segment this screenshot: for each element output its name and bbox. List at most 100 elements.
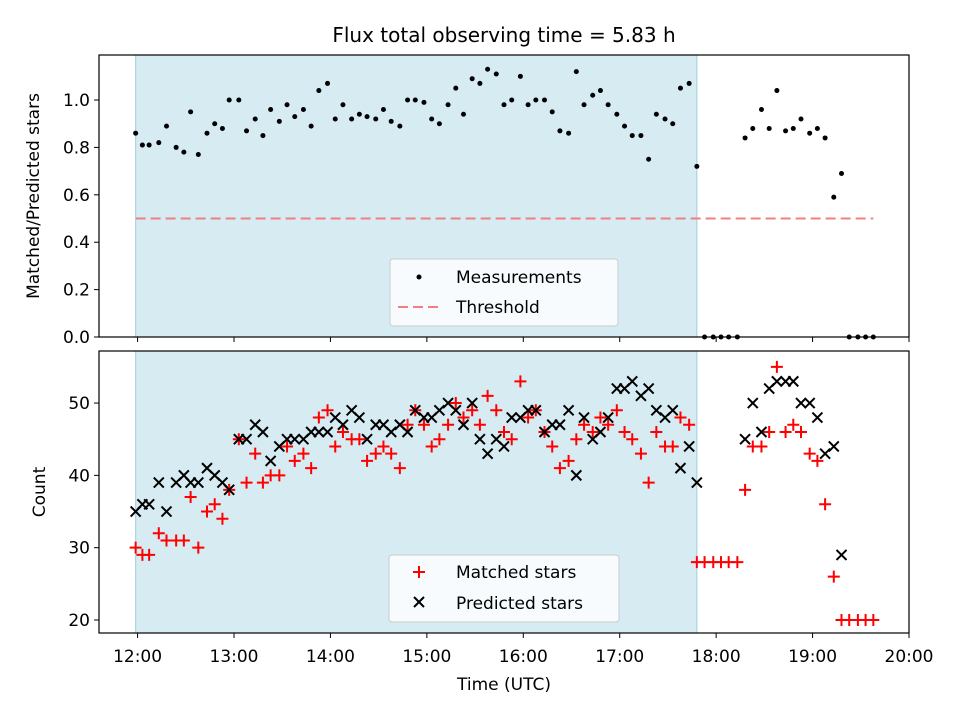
matched-star-point xyxy=(731,556,744,569)
measurement-point xyxy=(308,123,314,129)
matched-star-point xyxy=(763,425,776,438)
measurement-point xyxy=(638,133,644,139)
predicted-star-point xyxy=(481,447,494,460)
predicted-star-point xyxy=(683,440,695,453)
matched-star-point xyxy=(819,498,832,511)
measurement-point xyxy=(380,107,386,113)
predicted-star-point xyxy=(570,469,583,482)
matched-star-point xyxy=(442,418,455,431)
measurement-point xyxy=(133,130,139,136)
predicted-star-point xyxy=(192,476,205,489)
measurement-point xyxy=(332,116,338,122)
x-tick-label: 16:00 xyxy=(499,647,548,667)
matched-star-point xyxy=(546,440,559,453)
predicted-star-point xyxy=(143,498,155,510)
bottom-y-ticks: 20 30 40 50 xyxy=(68,394,99,631)
matched-star-point xyxy=(184,491,197,504)
predicted-star-point xyxy=(747,397,759,409)
measurement-point xyxy=(485,66,491,72)
predicted-star-point xyxy=(433,404,446,416)
matched-star-point xyxy=(505,433,518,446)
measurement-point xyxy=(244,128,250,134)
predicted-star-point xyxy=(313,426,325,438)
y-tick-label: 1.0 xyxy=(63,91,90,111)
measurement-point xyxy=(316,88,322,94)
measurement-point xyxy=(373,116,379,122)
top-y-ticks: 0.0 0.2 0.4 0.6 0.8 1.0 xyxy=(63,91,99,348)
measurement-point xyxy=(268,107,274,113)
matched-star-point xyxy=(329,440,342,453)
matched-star-point xyxy=(553,462,566,475)
top-legend: Measurements Threshold xyxy=(389,258,619,327)
measurement-point xyxy=(181,149,187,155)
measurement-point xyxy=(292,114,298,120)
measurement-point xyxy=(226,97,232,103)
matched-star-point xyxy=(425,440,438,453)
measurement-point xyxy=(260,133,266,139)
bottom-legend-box xyxy=(388,554,620,623)
matched-star-point xyxy=(522,411,535,424)
predicted-star-point xyxy=(828,440,840,453)
predicted-star-point xyxy=(257,426,269,438)
bottom-y-axis-label: Count xyxy=(30,466,50,517)
matched-star-point xyxy=(674,411,687,424)
matched-star-point xyxy=(578,418,591,431)
matched-star-point xyxy=(129,541,142,554)
bottom-predicted-points xyxy=(129,375,848,561)
matched-star-point xyxy=(288,454,301,467)
matched-star-point xyxy=(795,425,807,438)
measurement-point xyxy=(605,102,611,108)
measurement-point xyxy=(622,123,628,129)
matched-star-point xyxy=(650,425,663,438)
predicted-star-point xyxy=(321,426,334,438)
predicted-star-point xyxy=(153,476,165,489)
legend-matched-label: Matched stars xyxy=(456,563,576,583)
matched-star-point xyxy=(514,375,527,388)
measurement-point xyxy=(646,156,652,162)
legend-predicted-label: Predicted stars xyxy=(456,594,583,614)
matched-star-point xyxy=(867,613,880,626)
measurement-point xyxy=(405,97,411,103)
matched-star-point xyxy=(393,462,406,475)
bottom-x-ticks: 12:00 13:00 14:00 15:00 16:00 17:00 18:00 19:00… xyxy=(113,633,934,667)
top-measurement-points xyxy=(133,66,876,340)
predicted-star-point xyxy=(506,411,518,424)
y-tick-label: 0.4 xyxy=(63,233,90,253)
matched-star-point xyxy=(626,433,639,446)
bottom-legend: Matched stars Predicted stars xyxy=(388,554,620,623)
top-y-axis-label: Matched/Predicted stars xyxy=(24,93,44,299)
measurement-point xyxy=(509,97,515,103)
matched-star-point xyxy=(256,476,269,489)
matched-star-point xyxy=(466,404,479,417)
predicted-star-point xyxy=(771,375,783,388)
predicted-star-point xyxy=(457,419,470,431)
measurement-point xyxy=(581,102,587,108)
matched-star-point xyxy=(449,397,462,410)
measurement-point xyxy=(173,144,179,150)
y-tick-label: 50 xyxy=(68,394,90,414)
matched-star-point xyxy=(683,418,696,431)
measurement-point xyxy=(219,125,225,131)
predicted-star-point xyxy=(650,404,663,416)
matched-star-point xyxy=(602,418,615,431)
matched-star-point xyxy=(401,418,414,431)
x-tick-label: 19:00 xyxy=(788,647,837,667)
predicted-star-point xyxy=(562,404,575,416)
predicted-star-point xyxy=(795,397,807,409)
x-tick-label: 18:00 xyxy=(692,647,741,667)
predicted-star-point xyxy=(353,411,366,424)
predicted-star-point xyxy=(240,433,253,445)
measurement-point xyxy=(236,97,242,103)
matched-star-point xyxy=(457,411,470,424)
measurement-point xyxy=(276,118,282,124)
measurement-point xyxy=(694,163,700,169)
matched-star-point xyxy=(803,447,816,460)
matched-star-point xyxy=(208,498,221,511)
legend-matched-marker xyxy=(413,566,425,578)
measurement-point xyxy=(839,170,844,176)
measurement-point xyxy=(195,152,201,158)
matched-star-point xyxy=(586,425,599,438)
matched-star-point xyxy=(433,433,446,446)
